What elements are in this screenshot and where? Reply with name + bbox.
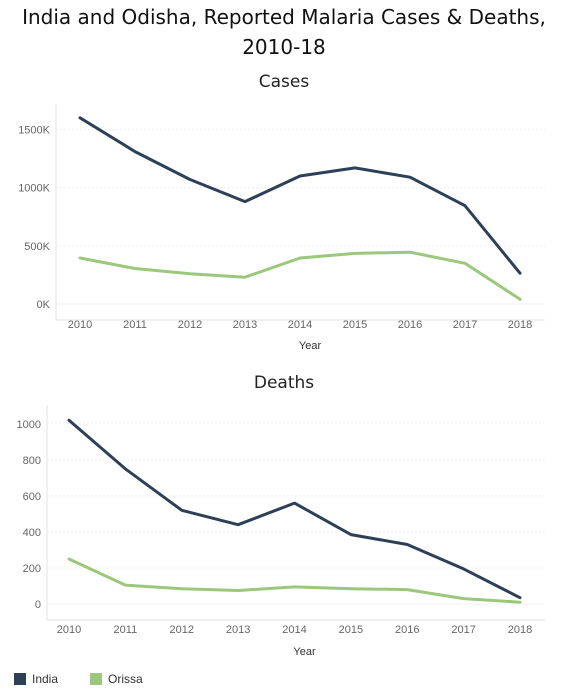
cases-series-line-orissa [78, 250, 522, 301]
legend: India Orissa [14, 672, 175, 686]
deaths-x-tick-label: 2011 [114, 624, 138, 636]
deaths-x-tick-label: 2013 [226, 624, 250, 636]
cases-x-tick-label: 2012 [178, 319, 202, 331]
deaths-x-tick-label: 2018 [508, 624, 532, 636]
deaths-x-tick-label: 2014 [282, 624, 306, 636]
deaths-x-tick-label: 2010 [57, 624, 81, 636]
deaths-x-axis-label: Year [293, 646, 316, 658]
deaths-x-tick-label: 2015 [339, 624, 363, 636]
deaths-y-tick-label: 0 [35, 599, 41, 611]
page-title: India and Odisha, Reported Malaria Cases… [22, 5, 546, 59]
cases-x-tick-label: 2014 [288, 319, 312, 331]
cases-x-tick-label: 2018 [508, 319, 532, 331]
cases-y-tick-label: 0K [37, 299, 51, 311]
deaths-series-line-india [67, 418, 522, 600]
deaths-y-tick-label: 600 [23, 491, 41, 503]
cases-x-axis-label: Year [299, 340, 322, 352]
cases-y-tick-label: 500K [24, 241, 50, 253]
deaths-y-tick-label: 400 [23, 527, 41, 539]
cases-chart-title: Cases [258, 72, 310, 92]
cases-x-tick-label: 2016 [398, 319, 422, 331]
deaths-x-tick-label: 2016 [395, 624, 419, 636]
cases-x-tick-label: 2010 [68, 319, 92, 331]
cases-series-line-india [78, 116, 522, 275]
legend-label-orissa: Orissa [108, 672, 143, 686]
legend-swatch-orissa [90, 673, 103, 685]
deaths-x-tick-label: 2017 [451, 624, 475, 636]
cases-y-tick-label: 1500K [18, 124, 50, 136]
legend-label-india: India [32, 672, 59, 686]
deaths-x-tick-label: 2012 [170, 624, 194, 636]
deaths-y-tick-label: 800 [23, 455, 41, 467]
cases-y-tick-label: 1000K [18, 183, 50, 195]
deaths-y-tick-label: 200 [23, 563, 41, 575]
legend-swatch-india [14, 673, 26, 685]
cases-x-tick-label: 2015 [343, 319, 367, 331]
legend-item-orissa[interactable]: Orissa [90, 672, 143, 686]
cases-x-tick-label: 2013 [233, 319, 257, 331]
deaths-y-tick-label: 1000 [17, 419, 41, 431]
legend-item-india[interactable]: India [14, 672, 58, 686]
deaths-chart-title: Deaths [253, 373, 315, 393]
deaths-series-line-orissa [67, 557, 522, 604]
cases-x-tick-label: 2017 [453, 319, 477, 331]
cases-x-tick-label: 2011 [123, 319, 147, 331]
